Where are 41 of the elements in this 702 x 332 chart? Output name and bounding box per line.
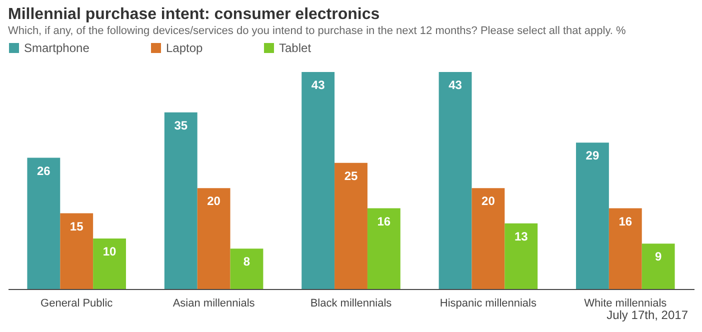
bar	[164, 112, 198, 289]
data-label: 20	[482, 194, 496, 208]
data-label: 43	[311, 78, 326, 92]
bar	[230, 248, 264, 289]
bar	[642, 244, 675, 289]
data-label: 8	[243, 254, 250, 269]
data-label: 29	[586, 148, 600, 163]
legend-label: Smartphone	[24, 41, 90, 55]
data-label: 9	[654, 250, 662, 264]
data-label: 13	[514, 229, 528, 244]
x-tick-label: Hispanic millennials	[440, 298, 537, 310]
bar	[60, 213, 94, 289]
chart-title: Millennial purchase intent: consumer electronics	[8, 6, 380, 23]
bar	[302, 72, 335, 289]
x-tick-label: Black millennials	[310, 298, 392, 310]
bar	[27, 158, 60, 289]
bar	[197, 188, 230, 289]
bar	[472, 188, 505, 289]
data-label: 25	[344, 168, 358, 183]
x-tick-label: General Public	[40, 298, 114, 310]
text: July 17th, 2017	[606, 308, 688, 322]
x-tick-label: White millennials	[584, 298, 668, 310]
bar	[334, 162, 368, 289]
bar	[608, 208, 642, 289]
data-label: 10	[102, 244, 117, 259]
data-label: 16	[377, 214, 391, 228]
data-label: 16	[618, 214, 632, 228]
legend-label: Laptop	[166, 41, 204, 55]
data-label: 15	[70, 219, 84, 234]
bar	[438, 72, 472, 289]
bar	[576, 142, 609, 289]
data-label: 43	[448, 78, 462, 92]
bar	[93, 238, 126, 289]
legend-label: Tablet	[279, 41, 312, 55]
data-label: 26	[36, 164, 51, 178]
chart-subtitle: Which, if any, of the following devices/services do you intend to purchase in the next 12 months? Please select all that apply. %	[8, 25, 626, 37]
bar	[367, 208, 400, 289]
data-label: 20	[207, 194, 221, 208]
bar	[504, 223, 538, 289]
x-tick-label: Asian millennials	[172, 298, 256, 310]
data-label: 35	[174, 118, 188, 132]
